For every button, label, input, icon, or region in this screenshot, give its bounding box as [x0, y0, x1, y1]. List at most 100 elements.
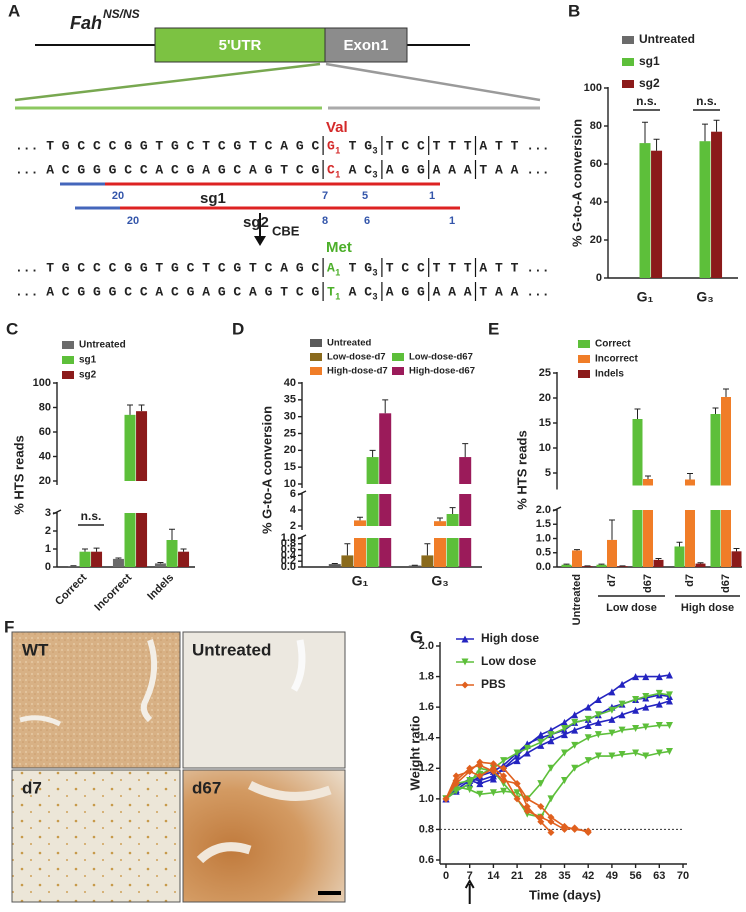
bar — [572, 550, 582, 567]
guide-position: 8 — [322, 215, 328, 227]
bar — [643, 510, 653, 567]
bar — [136, 513, 148, 567]
legend-label: sg1 — [79, 355, 97, 366]
tile-label: Untreated — [192, 640, 271, 659]
panel-label: F — [4, 617, 14, 636]
legend-label: Low-dose-d67 — [409, 352, 473, 363]
marker — [571, 824, 579, 832]
error-bar — [712, 407, 719, 414]
y-tick-label: 40 — [284, 377, 296, 389]
marker — [584, 828, 592, 836]
y-tick-label: 0.6 — [419, 854, 434, 866]
error-bar — [138, 404, 145, 412]
legend-label: Untreated — [639, 32, 695, 46]
bar — [632, 419, 643, 486]
error-bar — [462, 443, 469, 458]
x-tick-label: 21 — [511, 870, 523, 882]
marker — [608, 752, 616, 760]
y-tick-label: 20 — [39, 475, 51, 487]
sequence-segment: ... A C G G G C C A C G A G C A G T C G — [15, 162, 319, 177]
error-bar — [645, 475, 651, 479]
x-tick-label: 49 — [606, 870, 618, 882]
bar — [178, 551, 190, 567]
legend-swatch — [578, 370, 590, 378]
x-tick-label: 14 — [487, 870, 500, 882]
marker — [489, 764, 497, 772]
legend-label: Incorrect — [595, 354, 638, 365]
marker — [489, 760, 497, 768]
guide-name: sg1 — [200, 190, 226, 207]
y-tick-label: 1.4 — [419, 732, 435, 744]
legend-label: High dose — [481, 631, 539, 645]
bar — [459, 457, 472, 484]
bar — [699, 141, 711, 278]
marker — [665, 691, 673, 699]
marker — [618, 680, 626, 688]
marker — [665, 697, 673, 705]
error-bar — [713, 119, 720, 132]
group-label: Low dose — [606, 602, 657, 614]
legend-label: sg2 — [639, 76, 660, 90]
y-tick-label: 0.0 — [536, 561, 551, 573]
marker — [500, 787, 508, 795]
bar — [124, 414, 136, 481]
marker — [632, 725, 640, 733]
exon-box — [324, 27, 408, 63]
bar — [459, 538, 472, 567]
codon-label: Val — [326, 119, 348, 136]
marker — [537, 738, 545, 746]
bar — [341, 555, 354, 567]
bar — [408, 565, 421, 567]
y-tick-label: 15 — [539, 417, 551, 429]
error-bar — [609, 519, 615, 540]
y-tick-label: 0.5 — [536, 547, 551, 559]
subscript: 3 — [373, 291, 378, 301]
x-tick-label: Correct — [53, 571, 89, 607]
y-tick-label: 2.0 — [419, 640, 434, 652]
subscript: 1 — [335, 145, 340, 155]
sequence-segment: A T T ... — [479, 138, 549, 153]
marker — [466, 767, 474, 775]
y-tick-label: 60 — [39, 426, 51, 438]
tile-label: d67 — [192, 778, 221, 797]
error-bar — [437, 517, 443, 522]
marker — [608, 706, 616, 714]
bar — [607, 539, 617, 567]
y-tick-label: 1.6 — [419, 701, 434, 713]
zoom-line — [14, 62, 321, 102]
marker — [618, 726, 626, 734]
marker — [547, 818, 555, 826]
x-tick-label: Indels — [145, 572, 176, 603]
marker — [608, 715, 616, 723]
bar — [136, 411, 148, 481]
subscript: 3 — [373, 169, 378, 179]
guide-position: 1 — [449, 215, 455, 227]
legend-swatch — [62, 371, 74, 379]
bar — [166, 540, 178, 567]
legend-label: High-dose-d67 — [409, 366, 475, 377]
micrograph — [11, 769, 181, 903]
sequence-segment: T G — [349, 260, 373, 275]
marker — [608, 729, 616, 737]
marker — [584, 757, 592, 765]
bar — [354, 520, 366, 526]
gene-title: Fah — [70, 13, 102, 33]
marker — [665, 747, 673, 755]
marker — [489, 775, 497, 783]
error-bar — [82, 548, 88, 552]
box-label: 5'UTR — [219, 37, 262, 54]
bar — [366, 457, 379, 484]
marker — [547, 813, 555, 821]
marker — [632, 696, 640, 703]
marker — [642, 673, 650, 681]
marker — [452, 772, 460, 780]
x-tick-label: d7 — [684, 574, 696, 587]
legend-swatch — [392, 367, 404, 375]
y-tick-label: 1.5 — [536, 518, 551, 530]
error-bar — [598, 563, 605, 565]
subscript: 1 — [335, 267, 340, 277]
bar — [446, 514, 459, 526]
marker — [618, 700, 626, 708]
vessel — [140, 639, 158, 723]
marker — [476, 790, 484, 798]
